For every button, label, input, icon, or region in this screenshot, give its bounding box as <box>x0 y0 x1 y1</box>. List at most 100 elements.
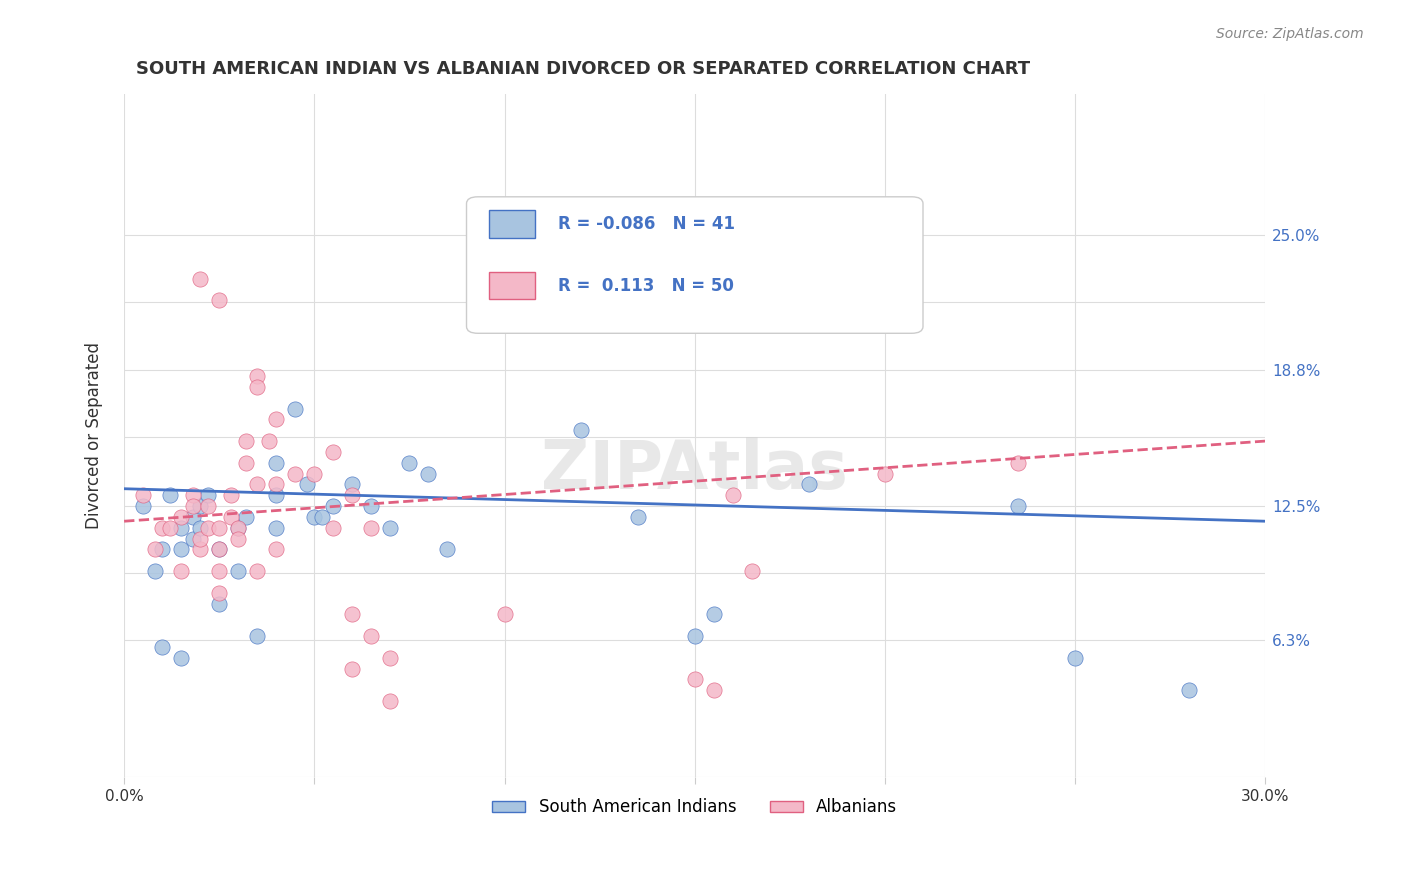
Point <box>342 488 364 502</box>
Point <box>266 488 288 502</box>
Point <box>683 629 706 643</box>
Point <box>208 564 231 578</box>
Point <box>284 467 307 481</box>
Point <box>266 521 288 535</box>
Point <box>246 380 269 394</box>
Point <box>1178 683 1201 698</box>
Point <box>219 488 242 502</box>
Point <box>181 499 204 513</box>
Point <box>797 477 820 491</box>
Point <box>170 564 193 578</box>
Point <box>132 499 155 513</box>
Point <box>170 509 193 524</box>
Text: SOUTH AMERICAN INDIAN VS ALBANIAN DIVORCED OR SEPARATED CORRELATION CHART: SOUTH AMERICAN INDIAN VS ALBANIAN DIVORC… <box>135 60 1029 78</box>
Point <box>569 423 592 437</box>
Point <box>188 542 211 557</box>
Point <box>683 673 706 687</box>
Point <box>226 532 249 546</box>
Point <box>418 467 440 481</box>
Point <box>380 521 402 535</box>
Point <box>150 640 173 654</box>
Point <box>208 293 231 308</box>
FancyBboxPatch shape <box>489 211 534 238</box>
Point <box>181 509 204 524</box>
Point <box>143 542 166 557</box>
Point <box>1064 650 1087 665</box>
Point <box>197 499 219 513</box>
Point <box>284 401 307 416</box>
Point <box>208 521 231 535</box>
Y-axis label: Divorced or Separated: Divorced or Separated <box>86 343 103 529</box>
Point <box>721 488 744 502</box>
Point <box>627 509 650 524</box>
Legend: South American Indians, Albanians: South American Indians, Albanians <box>485 792 904 823</box>
Point <box>181 532 204 546</box>
Point <box>170 542 193 557</box>
Point <box>188 271 211 285</box>
Point <box>150 521 173 535</box>
Point <box>246 629 269 643</box>
Point <box>360 521 382 535</box>
Point <box>159 488 181 502</box>
Point <box>235 509 257 524</box>
Point <box>322 499 344 513</box>
Point <box>226 521 249 535</box>
Point <box>188 499 211 513</box>
Point <box>266 542 288 557</box>
Point <box>342 661 364 675</box>
Point <box>266 456 288 470</box>
FancyBboxPatch shape <box>489 272 534 299</box>
Point <box>266 412 288 426</box>
Point <box>197 488 219 502</box>
Point <box>1007 499 1029 513</box>
Point <box>295 477 318 491</box>
Point <box>703 683 725 698</box>
Point <box>257 434 280 448</box>
Point <box>741 564 763 578</box>
Point <box>150 542 173 557</box>
Point <box>342 607 364 622</box>
Text: Source: ZipAtlas.com: Source: ZipAtlas.com <box>1216 27 1364 41</box>
Point <box>188 532 211 546</box>
Point <box>494 607 516 622</box>
Point <box>311 509 333 524</box>
Point <box>226 564 249 578</box>
Point <box>322 521 344 535</box>
Point <box>873 467 896 481</box>
Point <box>181 488 204 502</box>
Point <box>235 456 257 470</box>
Point <box>703 607 725 622</box>
Point <box>143 564 166 578</box>
Point <box>159 521 181 535</box>
FancyBboxPatch shape <box>467 197 922 334</box>
Point <box>208 597 231 611</box>
Point <box>208 542 231 557</box>
Point <box>304 467 326 481</box>
Point <box>170 521 193 535</box>
Point <box>235 434 257 448</box>
Point <box>132 488 155 502</box>
Point <box>246 564 269 578</box>
Point <box>322 445 344 459</box>
Point <box>1007 456 1029 470</box>
Point <box>360 499 382 513</box>
Point <box>197 521 219 535</box>
Point <box>208 542 231 557</box>
Point <box>266 477 288 491</box>
Point <box>246 369 269 384</box>
Point <box>246 477 269 491</box>
Point <box>380 650 402 665</box>
Text: R =  0.113   N = 50: R = 0.113 N = 50 <box>558 277 734 294</box>
Point <box>342 477 364 491</box>
Point <box>360 629 382 643</box>
Point <box>436 542 458 557</box>
Point <box>170 650 193 665</box>
Point <box>226 521 249 535</box>
Point <box>188 521 211 535</box>
Text: R = -0.086   N = 41: R = -0.086 N = 41 <box>558 215 735 233</box>
Point <box>219 509 242 524</box>
Point <box>208 585 231 599</box>
Point <box>304 509 326 524</box>
Text: ZIPAtlas: ZIPAtlas <box>541 437 848 503</box>
Point <box>380 694 402 708</box>
